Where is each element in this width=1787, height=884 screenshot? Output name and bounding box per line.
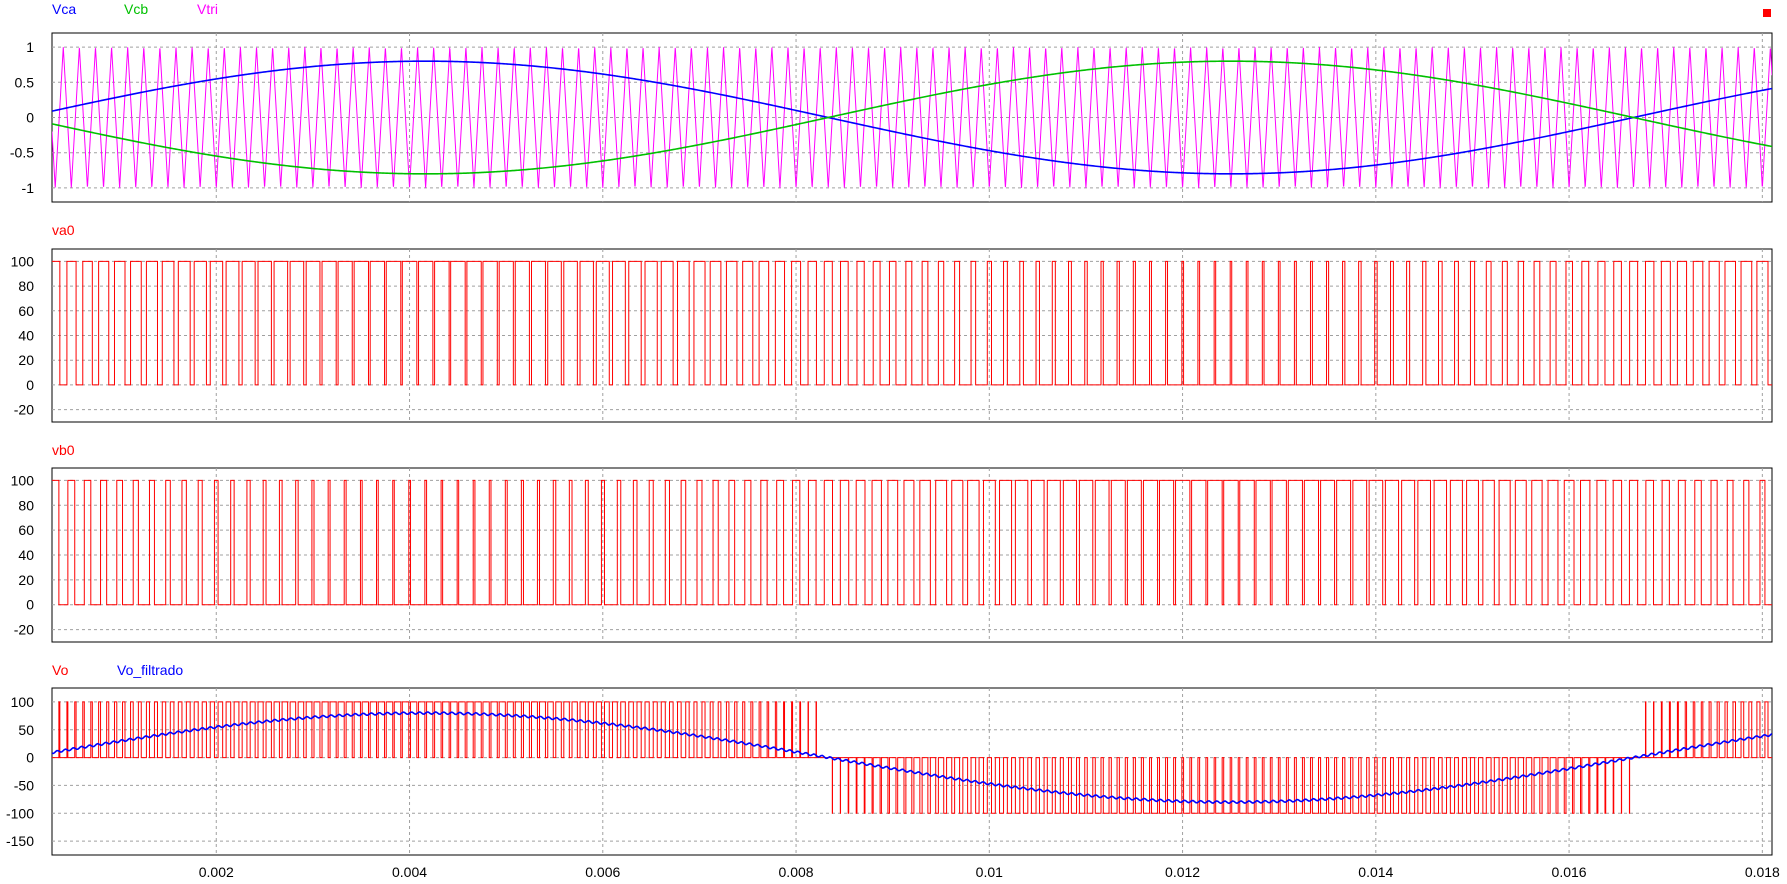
series-vo: [52, 701, 1772, 814]
y-tick-label: -0.5: [10, 145, 34, 161]
panel-2: 100 80 60 40 20 0 -20 va0: [11, 222, 1773, 423]
grid: [52, 33, 1772, 202]
y-tick-label: 0.5: [15, 74, 35, 90]
panel-3: 100 80 60 40 20 0 -20 vb0: [11, 442, 1773, 643]
y-tick-label: -50: [14, 777, 34, 793]
series-vo-filtrado: [52, 711, 1772, 805]
panel-4: 100 50 0 -50 -100 -150 Vo Vo_filtrado: [6, 662, 1773, 856]
x-tick-label: 0.016: [1552, 864, 1587, 880]
x-tick-label: 0.002: [199, 864, 234, 880]
y-tick-label: 0: [26, 750, 34, 766]
x-tick-label: 0.01: [976, 864, 1003, 880]
x-tick-label: 0.012: [1165, 864, 1200, 880]
y-tick-label: 0: [26, 110, 34, 126]
series-vb0: [52, 479, 1772, 606]
y-tick-label: 80: [18, 278, 34, 294]
legend-vo: Vo: [52, 662, 69, 678]
y-tick-label: -100: [6, 805, 34, 821]
x-tick-label: 0.018: [1745, 864, 1780, 880]
legend-va0: va0: [52, 222, 75, 238]
legend-vtri: Vtri: [197, 1, 218, 17]
y-tick-label: 100: [11, 472, 35, 488]
y-tick-label: -150: [6, 833, 34, 849]
legend-vca: Vca: [52, 1, 76, 17]
series-vcb: [52, 60, 1772, 175]
y-tick-label: -20: [14, 402, 34, 418]
y-tick-label: 0: [26, 377, 34, 393]
y-tick-label: 80: [18, 497, 34, 513]
series-va0: [52, 260, 1772, 386]
legend-vo-filtrado: Vo_filtrado: [117, 662, 183, 678]
y-tick-label: 60: [18, 522, 34, 538]
y-tick-label: 100: [11, 253, 35, 269]
x-tick-label: 0.004: [392, 864, 427, 880]
legend-vb0: vb0: [52, 442, 75, 458]
series-vca: [52, 60, 1772, 175]
y-tick-label: 0: [26, 597, 34, 613]
y-tick-label: -20: [14, 622, 34, 638]
y-tick-label: 20: [18, 572, 34, 588]
y-tick-label: -1: [22, 180, 35, 196]
x-tick-label: 0.008: [779, 864, 814, 880]
stop-marker[interactable]: [1763, 9, 1771, 17]
y-tick-label: 20: [18, 352, 34, 368]
y-tick-label: 40: [18, 547, 34, 563]
y-tick-label: 100: [11, 694, 35, 710]
y-tick-label: 1: [26, 39, 34, 55]
y-tick-label: 60: [18, 303, 34, 319]
legend-vcb: Vcb: [124, 1, 148, 17]
y-tick-label: 40: [18, 328, 34, 344]
x-tick-label: 0.006: [585, 864, 620, 880]
panel-1: 1 0.5 0 -0.5 -1 Vca Vcb Vtri: [10, 1, 1773, 203]
series-vtri: [52, 46, 1772, 189]
y-tick-label: 50: [18, 722, 34, 738]
x-tick-label: 0.014: [1358, 864, 1393, 880]
x-axis: 0.002 0.004 0.006 0.008 0.01 0.012 0.014 0.016 0…: [199, 864, 1780, 880]
